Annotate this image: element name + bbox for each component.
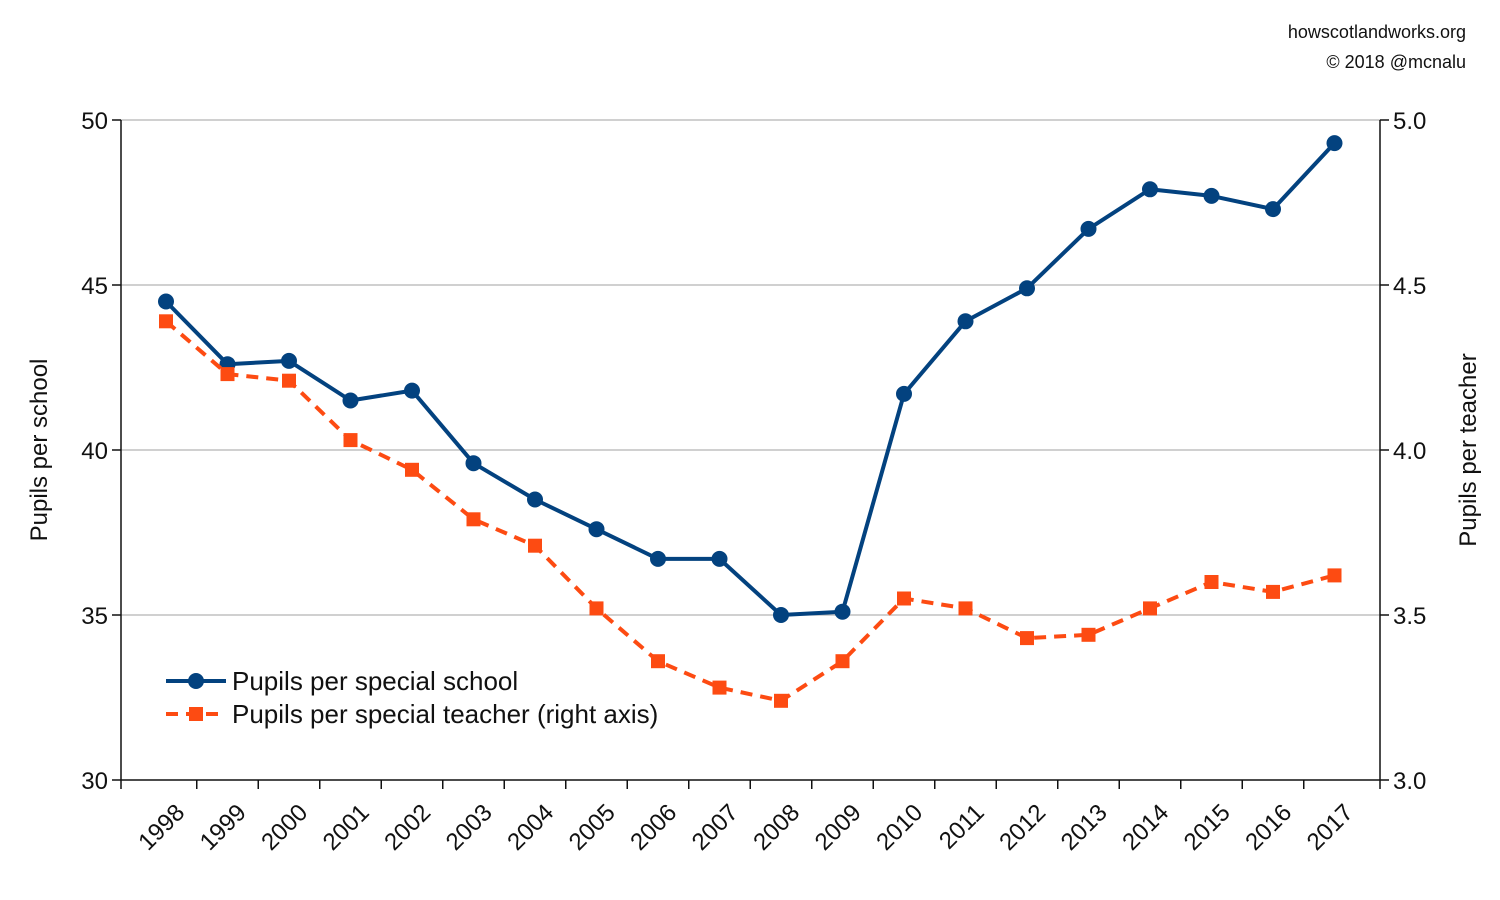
data-point xyxy=(1081,627,1096,642)
left-tick-label: 50 xyxy=(81,108,108,135)
right-axis-ticks: 3.0 3.5 4.0 4.5 5.0 xyxy=(1380,108,1426,795)
credit-site: howscotlandworks.org xyxy=(1287,22,1466,42)
x-tick-label: 2006 xyxy=(625,799,682,856)
left-tick-label: 35 xyxy=(81,603,108,630)
data-point xyxy=(1327,568,1342,583)
x-tick-label: 2000 xyxy=(256,799,313,856)
data-point xyxy=(1265,201,1281,218)
x-tick-label: 2015 xyxy=(1179,799,1236,856)
legend-marker xyxy=(189,707,203,721)
x-tick-label: 1998 xyxy=(133,799,190,856)
x-tick-label: 2017 xyxy=(1302,799,1359,856)
data-point xyxy=(281,352,297,369)
x-tick-label: 2008 xyxy=(748,799,805,856)
data-point xyxy=(158,293,174,310)
x-tick-label: 2012 xyxy=(994,799,1051,856)
data-point xyxy=(404,382,420,399)
data-point xyxy=(1019,280,1035,297)
right-tick-label: 3.5 xyxy=(1393,603,1426,630)
legend-item: Pupils per special teacher (right axis) xyxy=(166,699,658,729)
x-tick-label: 2011 xyxy=(934,799,990,855)
series-layer xyxy=(158,135,1343,708)
x-tick-label: 2005 xyxy=(564,799,621,856)
data-point xyxy=(711,550,728,567)
y-axis-title-left: Pupils per school xyxy=(26,359,53,542)
data-point xyxy=(1142,181,1158,198)
left-tick-label: 45 xyxy=(81,273,108,300)
series-teacher xyxy=(159,314,1342,708)
x-tick-label: 2003 xyxy=(441,799,498,856)
data-point xyxy=(957,313,974,330)
data-point xyxy=(405,462,419,477)
x-tick-label: 2007 xyxy=(687,799,744,856)
x-tick-label: 2016 xyxy=(1240,799,1297,856)
series-school xyxy=(158,135,1343,623)
data-point xyxy=(159,314,173,329)
right-tick-label: 4.0 xyxy=(1393,438,1426,465)
x-tick-label: 2014 xyxy=(1117,799,1174,856)
data-point xyxy=(835,654,850,669)
legend-label: Pupils per special teacher (right axis) xyxy=(232,699,658,729)
x-tick-label: 2001 xyxy=(318,799,375,856)
right-tick-label: 3.0 xyxy=(1393,768,1426,795)
data-point xyxy=(282,373,296,388)
left-tick-label: 30 xyxy=(81,768,108,795)
data-point xyxy=(1203,187,1220,204)
left-tick-label: 40 xyxy=(81,438,108,465)
data-point xyxy=(1204,575,1219,589)
data-point xyxy=(589,601,604,616)
data-point xyxy=(1266,584,1280,599)
data-point xyxy=(834,603,851,620)
data-point xyxy=(1143,601,1157,616)
x-tick-label: 1999 xyxy=(195,799,252,856)
data-point xyxy=(651,654,665,669)
data-point xyxy=(650,550,666,567)
data-point xyxy=(588,521,605,538)
left-axis-ticks: 30 35 40 45 50 xyxy=(81,108,121,795)
series-line xyxy=(164,141,1336,617)
x-tick-label: 2010 xyxy=(871,799,928,856)
x-tick-label: 2013 xyxy=(1056,799,1113,856)
x-axis-ticks: 1998 1999 2000 2001 2002 2003 2004 2005 2006 2007… xyxy=(120,780,1381,856)
gridlines xyxy=(121,119,1380,616)
data-point xyxy=(1326,135,1343,152)
data-point xyxy=(774,693,788,708)
data-point xyxy=(466,512,481,527)
data-point xyxy=(958,601,973,616)
x-tick-label: 2002 xyxy=(379,799,436,856)
data-point xyxy=(896,385,912,402)
data-point xyxy=(897,591,911,606)
legend-marker xyxy=(188,673,204,689)
data-point xyxy=(773,607,789,623)
x-tick-label: 2004 xyxy=(502,799,559,856)
data-point xyxy=(528,538,542,553)
data-point xyxy=(342,392,359,409)
data-point xyxy=(1080,220,1097,237)
data-point xyxy=(712,680,727,695)
data-point xyxy=(220,367,235,382)
right-tick-label: 5.0 xyxy=(1393,108,1426,135)
data-point xyxy=(465,455,482,472)
series-line xyxy=(164,319,1336,703)
credit-copyright: © 2018 @mcnalu xyxy=(1326,52,1466,72)
data-point xyxy=(527,491,543,508)
legend-label: Pupils per special school xyxy=(232,666,518,696)
right-tick-label: 4.5 xyxy=(1393,273,1426,300)
y-axis-title-right: Pupils per teacher xyxy=(1455,353,1482,546)
x-tick-label: 2009 xyxy=(810,799,867,856)
data-point xyxy=(1020,631,1034,646)
data-point xyxy=(343,433,358,448)
legend-item: Pupils per special school xyxy=(166,666,518,696)
